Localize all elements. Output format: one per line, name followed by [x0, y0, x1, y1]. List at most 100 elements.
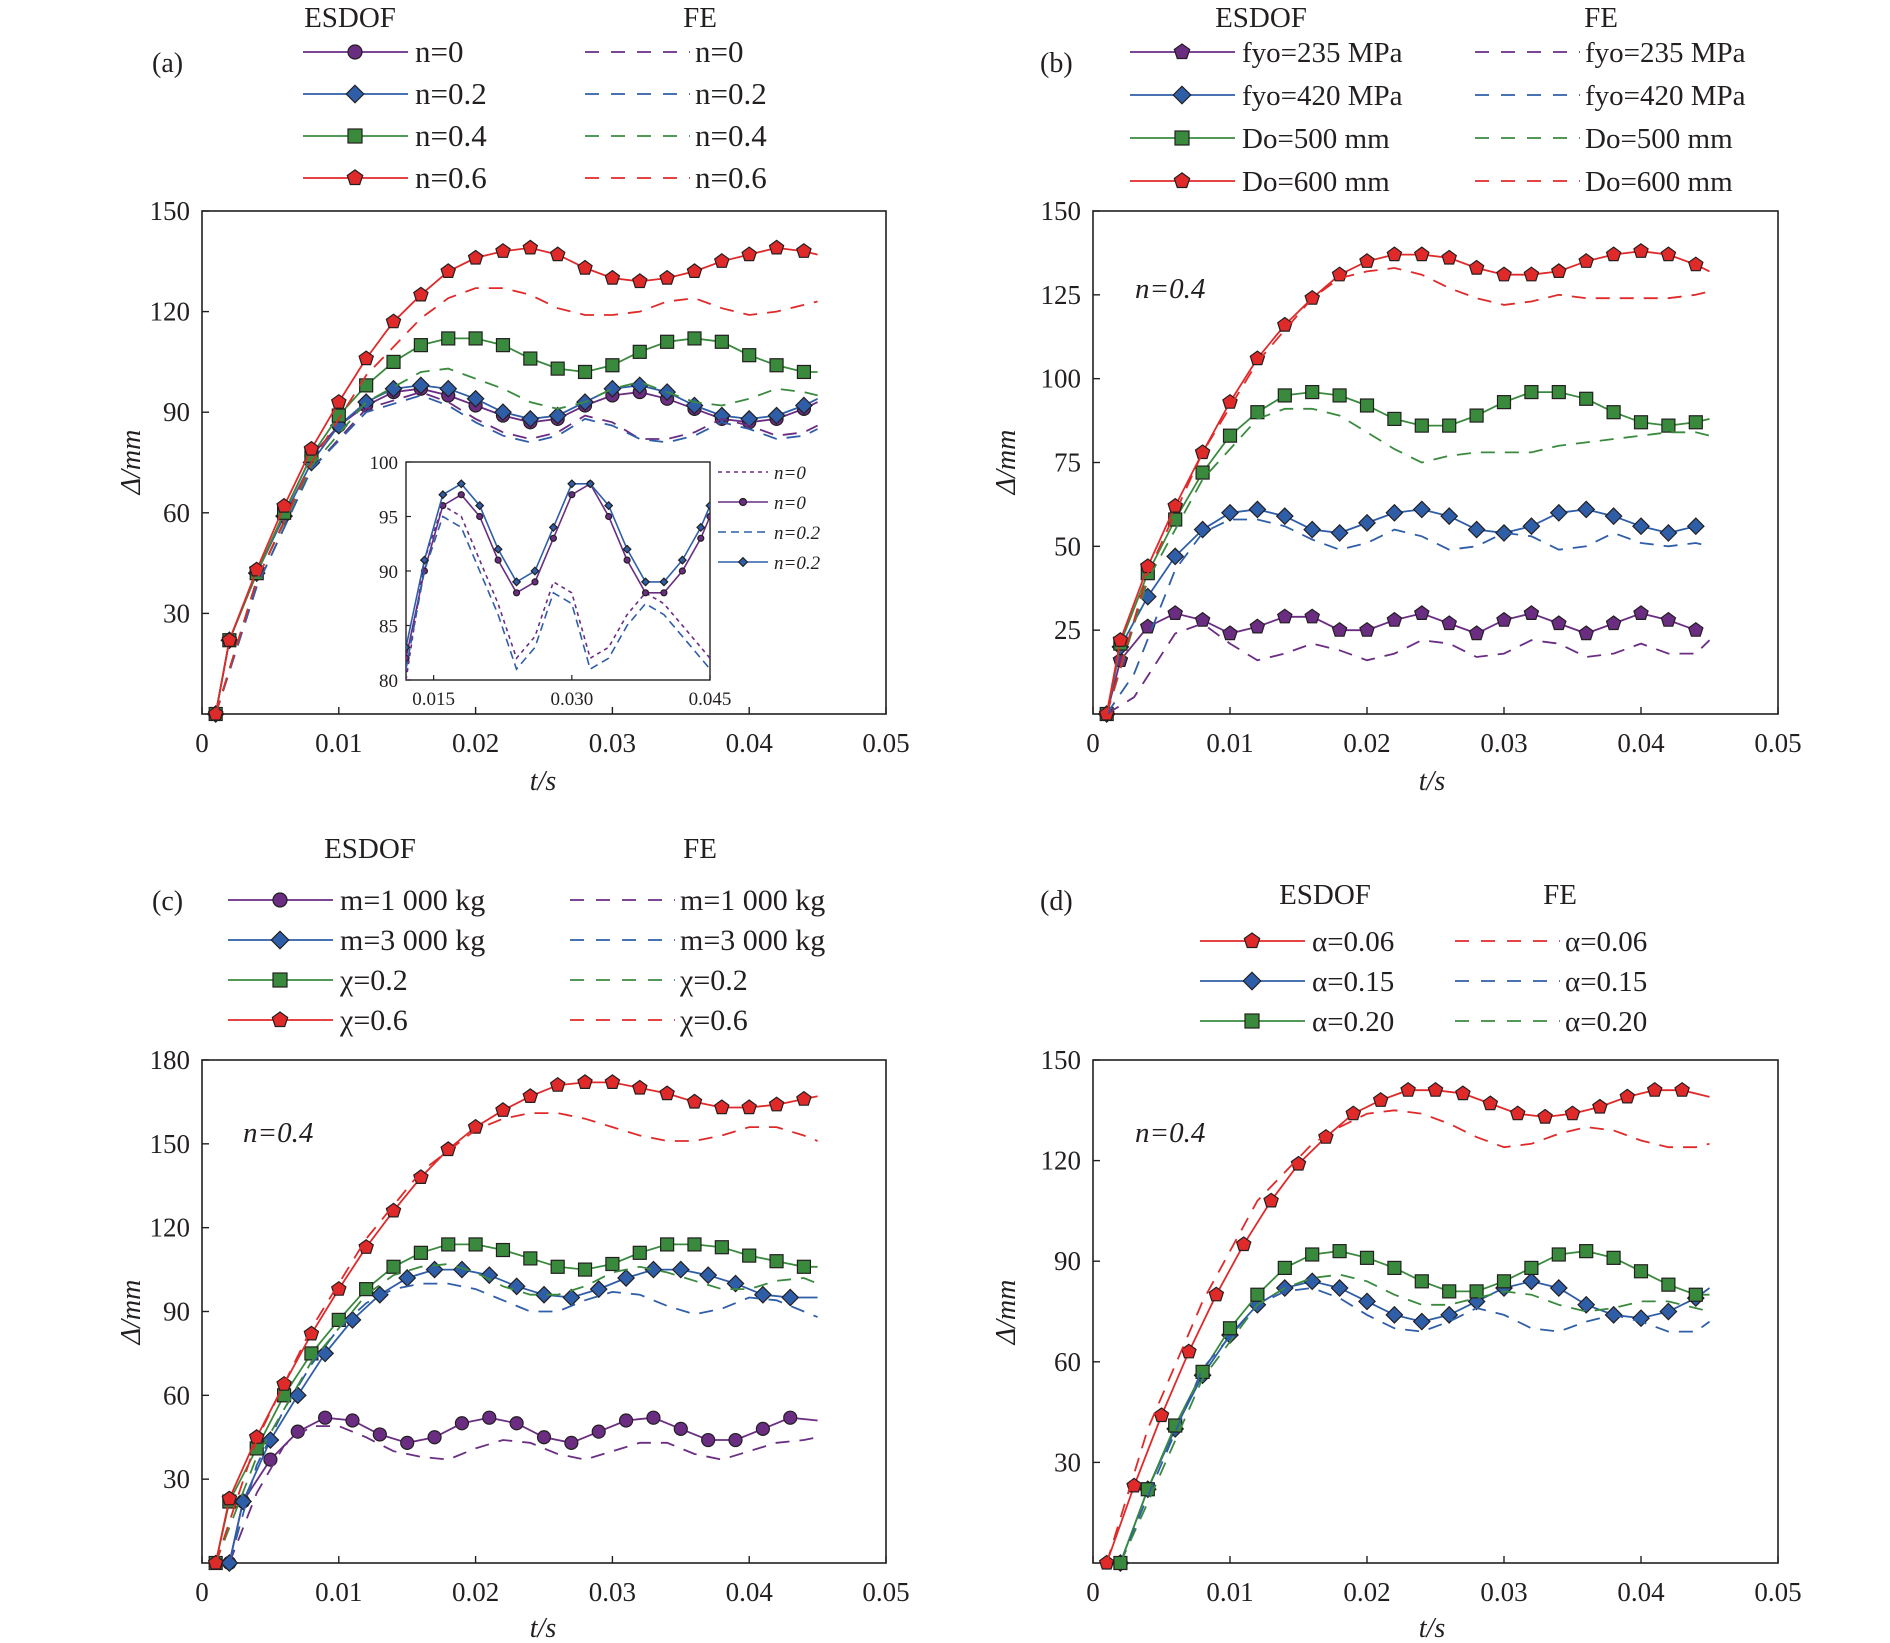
series-fe	[1105, 1109, 1710, 1564]
data-point-marker	[767, 406, 786, 425]
data-point-marker	[1442, 418, 1457, 433]
legend-marker	[1172, 85, 1192, 105]
data-point-marker	[1277, 388, 1292, 403]
x-tick-label: 0.01	[1206, 1577, 1253, 1607]
data-point-marker	[1427, 1081, 1444, 1097]
inset-legend-label: n=0	[774, 493, 806, 514]
x-tick-label: 0.03	[1480, 728, 1527, 758]
inset-y-tick-label: 85	[379, 617, 398, 638]
data-point-marker	[550, 1259, 565, 1274]
data-point-marker	[1604, 507, 1623, 526]
x-tick-label: 0.05	[862, 1577, 909, 1607]
data-point-marker	[671, 1260, 690, 1279]
data-point-marker	[1632, 1309, 1650, 1328]
data-point-marker	[1250, 1287, 1265, 1302]
legend-label: m=3 000 kg	[340, 924, 485, 957]
legend-label: n=0	[695, 34, 743, 69]
legend-label: n=0.4	[695, 118, 767, 153]
data-point-marker	[316, 1344, 335, 1363]
data-point-marker	[687, 331, 702, 346]
y-tick-label: 25	[1054, 615, 1081, 645]
data-point-marker	[359, 378, 374, 393]
data-point-marker	[1372, 1092, 1389, 1107]
data-point-marker	[577, 259, 593, 275]
data-point-marker	[221, 1490, 238, 1506]
data-point-marker	[1276, 608, 1293, 624]
data-point-marker	[1524, 384, 1539, 400]
legend-header: ESDOF	[304, 2, 396, 34]
data-point-marker	[1550, 263, 1567, 278]
inset-data-point	[706, 512, 710, 521]
y-tick-label: 30	[163, 598, 190, 628]
data-point-marker	[742, 1248, 757, 1263]
data-point-marker	[413, 1169, 429, 1185]
data-point-marker	[1222, 1321, 1238, 1336]
data-point-marker	[769, 358, 784, 373]
x-tick-label: 0.01	[1206, 728, 1253, 758]
series-esdof	[207, 239, 818, 721]
series-line	[214, 367, 818, 715]
data-point-marker	[385, 313, 402, 329]
y-tick-label: 150	[1041, 196, 1082, 226]
inset-data-point	[697, 534, 705, 542]
data-point-marker	[630, 376, 649, 395]
data-point-marker	[1633, 415, 1649, 430]
x-tick-label: 0	[1086, 1577, 1100, 1607]
y-tick-label: 30	[1054, 1447, 1081, 1477]
data-point-marker	[1112, 632, 1129, 647]
series-fe	[214, 1263, 818, 1564]
data-point-marker	[1524, 1260, 1539, 1276]
y-tick-label: 30	[163, 1464, 190, 1494]
legend-header: FE	[683, 833, 717, 865]
data-point-marker	[659, 269, 675, 285]
inset-y-tick-label: 80	[379, 671, 398, 692]
series-esdof	[207, 1074, 818, 1570]
data-point-marker	[1277, 1260, 1292, 1276]
data-point-marker	[783, 1410, 798, 1425]
series-fe	[228, 1425, 818, 1564]
y-tick-label: 120	[150, 297, 191, 327]
inset-data-point	[622, 544, 632, 554]
plot-frame	[1092, 1059, 1779, 1564]
data-point-marker	[1442, 1284, 1457, 1299]
data-point-marker	[589, 1280, 608, 1299]
data-point-marker	[1359, 253, 1375, 268]
data-point-marker	[618, 1413, 634, 1428]
legend-marker	[347, 128, 363, 144]
data-point-marker	[1359, 1250, 1375, 1265]
data-point-marker	[714, 1240, 729, 1255]
series-line	[1105, 508, 1697, 715]
inset-data-point	[406, 642, 411, 652]
y-axis-label: Δ/mm	[991, 430, 1022, 496]
y-tick-label: 150	[1041, 1045, 1082, 1075]
legend-label: n=0.6	[695, 160, 767, 195]
legend-label: Do=500 mm	[1242, 123, 1390, 155]
data-point-marker	[550, 361, 565, 376]
data-point-marker	[1305, 1247, 1320, 1262]
data-point-marker	[796, 1090, 812, 1106]
data-point-marker	[660, 1237, 675, 1252]
data-point-marker	[1605, 246, 1622, 262]
inset-plot: 0.015 0.030 0.045 80 85 90 95 100 n=0 n=0 n=0.2 n=0…	[370, 453, 821, 710]
data-point-marker	[1126, 1477, 1142, 1493]
data-point-marker	[1263, 1192, 1279, 1208]
data-point-marker	[220, 1554, 239, 1572]
data-point-marker	[372, 1427, 387, 1442]
inset-data-point	[476, 512, 484, 521]
data-point-marker	[1496, 1274, 1512, 1289]
data-point-marker	[1578, 253, 1595, 268]
data-point-marker	[1660, 246, 1677, 262]
x-tick-label: 0.01	[315, 728, 362, 758]
legend-header: FE	[1543, 879, 1577, 911]
legend-label: α=0.20	[1565, 1006, 1647, 1038]
data-point-marker	[1222, 625, 1238, 641]
data-point-marker	[726, 1274, 745, 1293]
chart-panel-d: (d) 0 0.01 0.02 0.03 0.04 0.05 30 60 90 120 150 t/s Δ…	[991, 879, 1802, 1643]
data-point-marker	[1551, 384, 1566, 400]
x-tick-label: 0.05	[1754, 728, 1801, 758]
data-point-marker	[330, 1280, 347, 1296]
data-point-marker	[482, 1410, 497, 1425]
data-point-marker	[740, 409, 759, 428]
data-point-marker	[1496, 266, 1512, 282]
